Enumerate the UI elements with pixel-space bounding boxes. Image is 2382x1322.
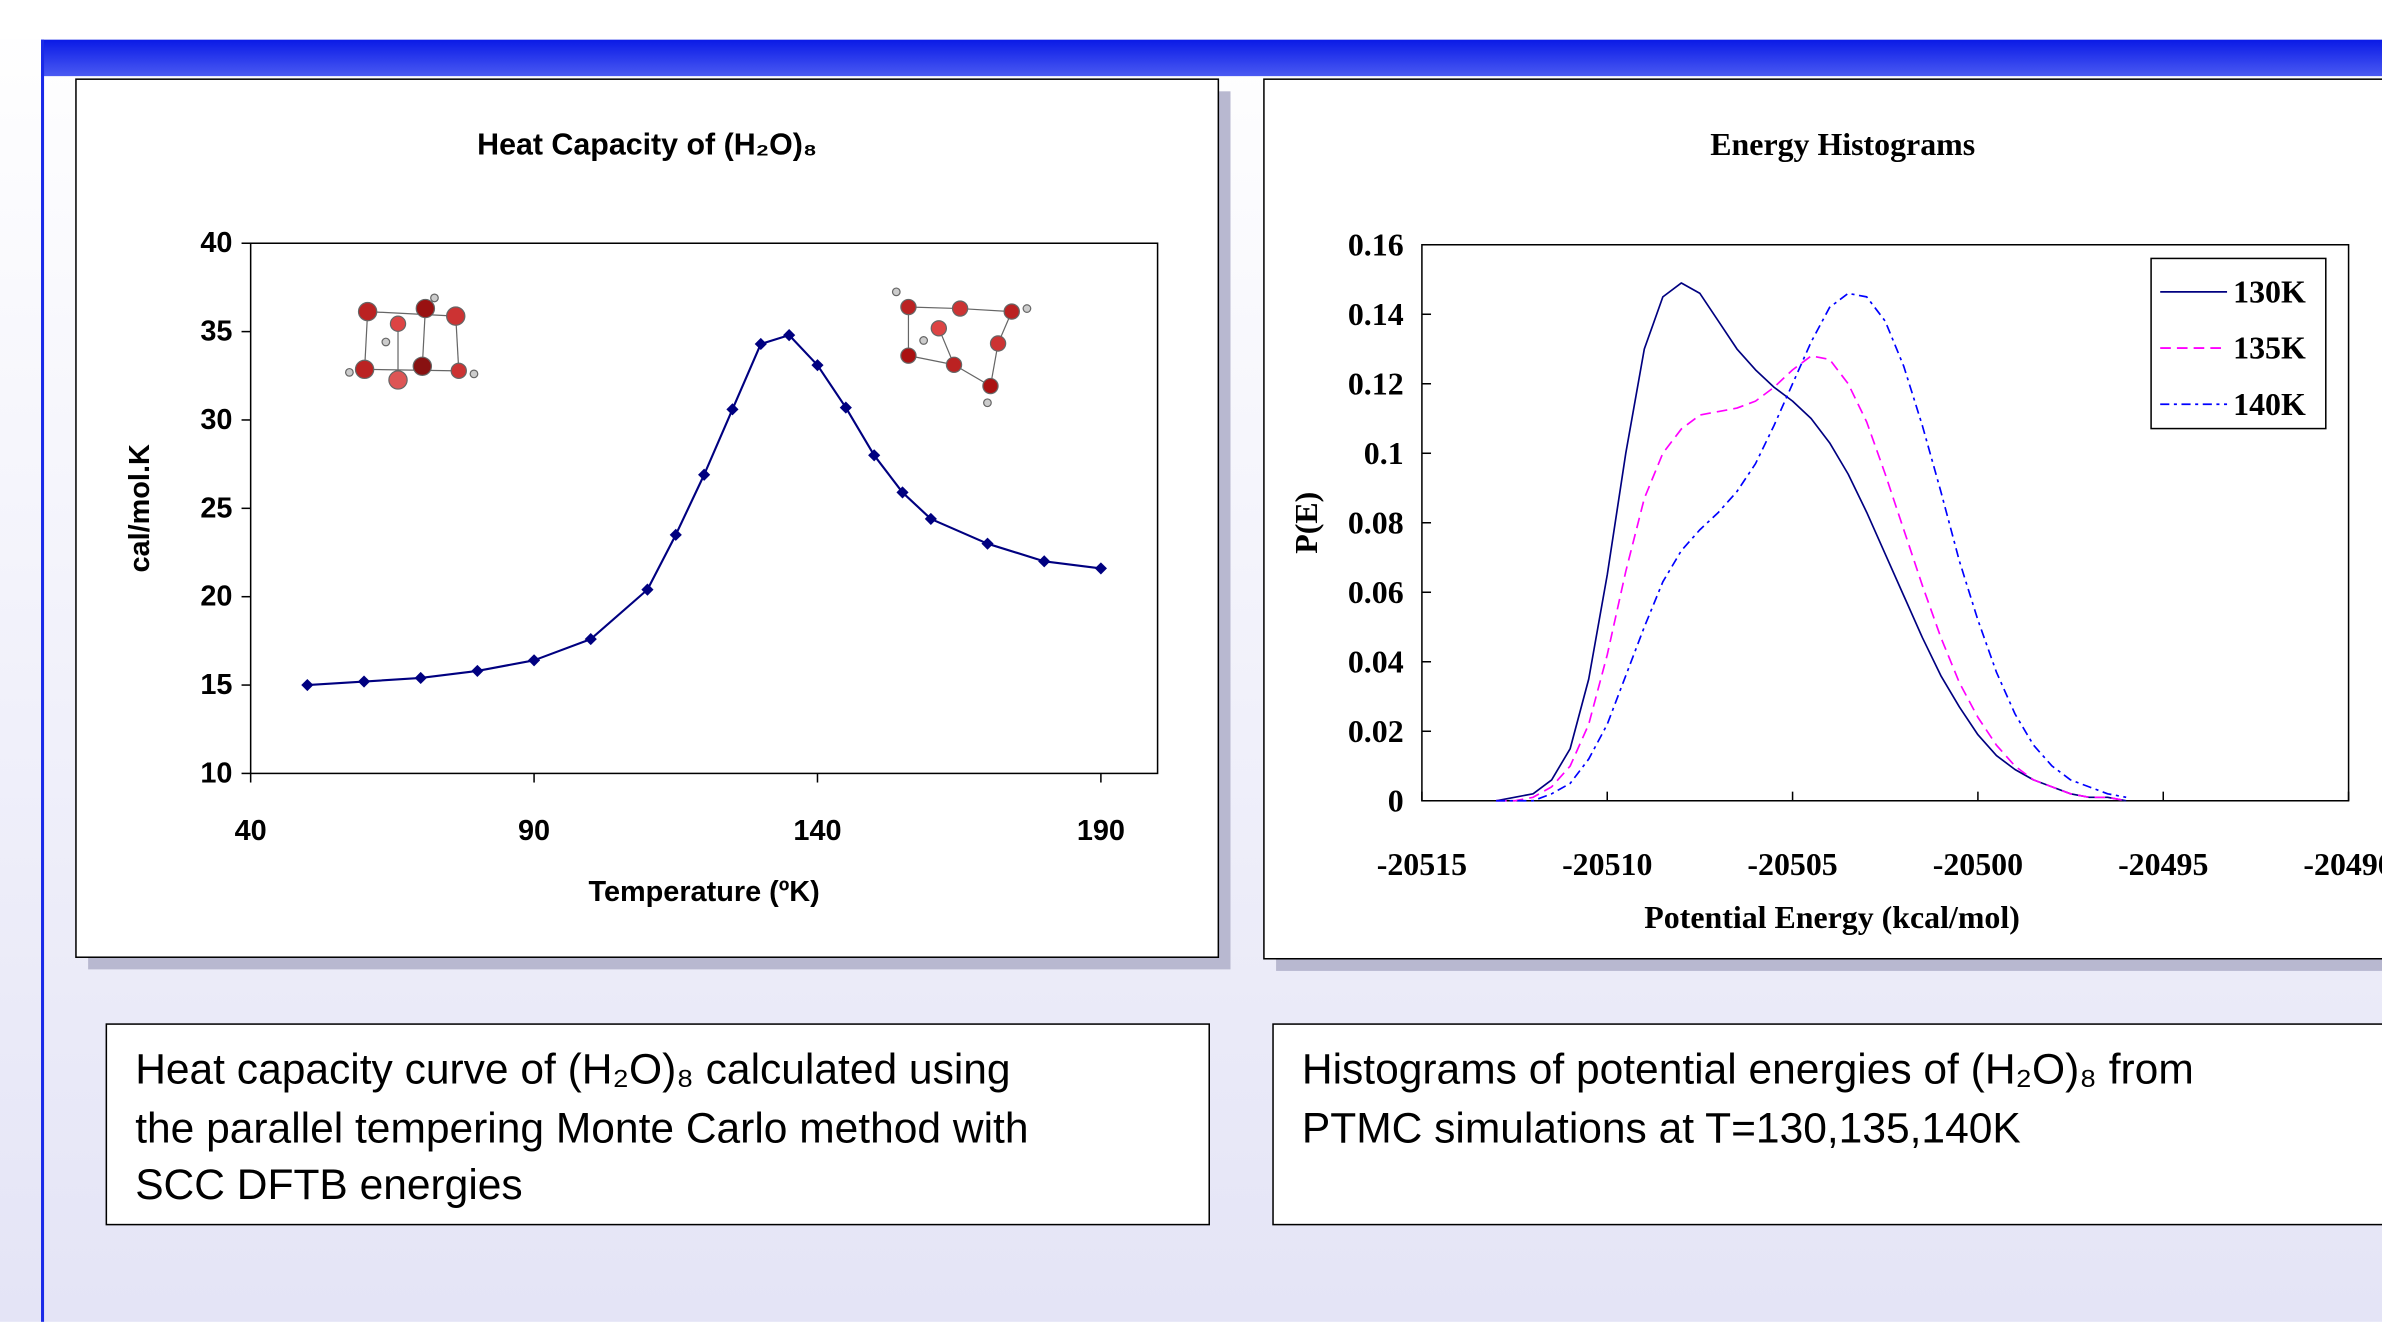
y-tick-label: 0.1	[1364, 436, 1404, 471]
y-tick-label: 0.08	[1348, 505, 1404, 540]
x-tick-label: -20510	[1562, 847, 1652, 882]
y-tick-label: 15	[200, 669, 232, 701]
y-tick-label: 40	[200, 227, 232, 259]
data-point	[1038, 555, 1051, 568]
caption-box	[1272, 1023, 2382, 1226]
data-point	[811, 359, 824, 372]
header-bar	[41, 39, 2382, 77]
legend-box	[2150, 257, 2327, 430]
chart-frame	[1263, 78, 2382, 960]
caption-line: PTMC simulations at T=130,135,140K	[1302, 1105, 2021, 1153]
x-axis-label: Temperature (ºK)	[588, 876, 819, 908]
chart-frame	[75, 78, 1220, 958]
data-point	[301, 678, 314, 692]
y-tick-label: 35	[200, 316, 232, 348]
x-tick-label: 90	[518, 815, 550, 847]
x-tick-label: 40	[235, 815, 267, 847]
chart-title: Heat Capacity of (H₂O)₈	[477, 127, 817, 161]
legend-label: 135K	[2233, 331, 2306, 366]
data-line	[1496, 355, 2127, 802]
y-axis-label: P(E)	[1289, 492, 1324, 554]
molecule-image	[891, 287, 1032, 408]
x-tick-label: 140	[793, 815, 841, 847]
y-tick-label: 0.02	[1348, 714, 1404, 749]
data-point	[783, 329, 796, 342]
y-axis-label: cal/mol.K	[124, 444, 156, 572]
caption-line: Heat capacity curve of (H₂O)₈ calculated…	[135, 1045, 1010, 1093]
x-tick-label: -20500	[1933, 847, 2023, 882]
y-tick-label: 0.12	[1348, 366, 1404, 401]
y-tick-label: 25	[200, 492, 232, 524]
y-tick-label: 0.14	[1348, 297, 1404, 332]
y-tick-label: 20	[200, 581, 232, 613]
left-rule	[41, 39, 45, 1322]
legend-label: 130K	[2233, 274, 2306, 309]
data-point	[726, 403, 739, 416]
data-point	[839, 401, 852, 414]
y-tick-label: 10	[200, 757, 232, 789]
data-point	[698, 468, 711, 481]
x-tick-label: -20490	[2303, 847, 2382, 882]
x-tick-label: -20495	[2118, 847, 2208, 882]
data-point	[471, 664, 484, 677]
caption-line: Histograms of potential energies of (H₂O…	[1302, 1045, 2194, 1093]
molecule-image	[344, 293, 479, 390]
data-point	[669, 528, 682, 541]
y-tick-label: 0.04	[1348, 644, 1404, 679]
data-point	[924, 512, 937, 526]
data-line	[307, 334, 1102, 687]
data-point	[584, 633, 597, 646]
x-axis-label: Potential Energy (kcal/mol)	[1644, 900, 2020, 935]
x-tick-label: 190	[1077, 815, 1125, 847]
legend-label: 140K	[2233, 387, 2306, 422]
caption-line: the parallel tempering Monte Carlo metho…	[135, 1105, 1028, 1153]
data-point	[641, 583, 654, 596]
data-point	[896, 486, 909, 499]
data-line	[1496, 292, 2127, 802]
x-tick-label: -20505	[1747, 847, 1837, 882]
y-tick-label: 0.16	[1348, 227, 1404, 262]
data-point	[981, 537, 994, 550]
y-tick-label: 0.06	[1348, 575, 1404, 610]
data-point	[868, 449, 881, 462]
caption-box	[105, 1023, 1210, 1226]
y-tick-label: 0	[1388, 783, 1404, 818]
chart-title: Energy Histograms	[1710, 127, 1975, 162]
data-point	[527, 654, 541, 667]
data-point	[754, 337, 767, 351]
x-tick-label: -20515	[1377, 847, 1467, 882]
y-tick-label: 30	[200, 404, 232, 436]
data-point	[357, 675, 371, 688]
data-point	[414, 671, 427, 685]
caption-line: SCC DFTB energies	[135, 1161, 522, 1209]
data-line	[1495, 282, 2127, 802]
top-margin	[0, 0, 2382, 40]
